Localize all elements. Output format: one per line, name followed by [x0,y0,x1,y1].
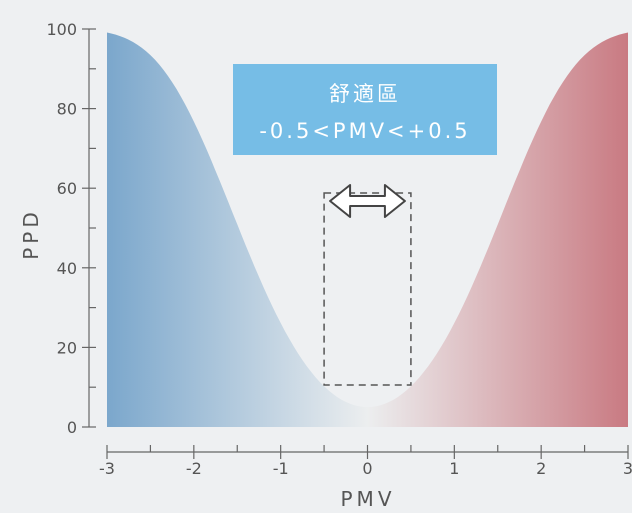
comfort-zone-box [323,192,412,386]
x-tick-label: 3 [623,459,632,478]
y-tick-label: 40 [57,259,77,278]
x-tick-label: 0 [362,459,372,478]
ppd-curve-area [107,32,628,427]
banner-background [233,64,497,155]
banner-title: 舒適區 [329,82,401,106]
comfort-zone-banner: 舒適區 -0.5<PMV<+0.5 [233,64,497,155]
banner-range: -0.5<PMV<+0.5 [259,119,470,143]
y-axis-title: PPD [19,208,43,260]
x-tick-label: 1 [449,459,459,478]
double-arrow-icon [329,184,406,218]
x-tick-label: 2 [536,459,546,478]
x-axis-title: PMV [341,487,396,511]
x-axis: -3 -2 -1 0 1 2 3 [99,445,632,478]
y-tick-label: 60 [57,179,77,198]
y-axis: 0 20 40 60 80 100 [46,20,96,437]
x-tick-label: -3 [99,459,115,478]
y-tick-label: 20 [57,338,77,357]
y-tick-label: 100 [46,20,77,39]
y-tick-label: 0 [67,418,77,437]
x-tick-label: -2 [186,459,202,478]
y-tick-label: 80 [57,100,77,119]
x-tick-label: -1 [273,459,289,478]
